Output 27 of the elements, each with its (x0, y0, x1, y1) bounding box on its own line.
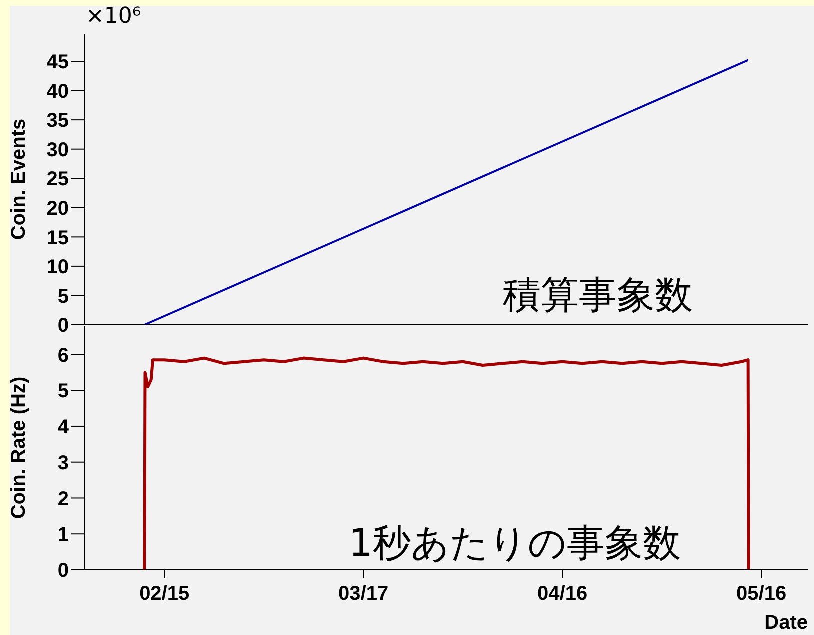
annotation: 積算事象数 (503, 272, 693, 319)
x-axis-title: Date (764, 612, 808, 634)
y-tick-label: 2 (58, 488, 69, 510)
y-tick-label: 3 (58, 452, 69, 474)
y-tick-label: 15 (46, 227, 69, 250)
y-axis-title: Coin. Events (8, 118, 30, 240)
y-tick-label: 30 (46, 139, 69, 162)
annotation: 1秒あたりの事象数 (348, 520, 682, 567)
text: ×10⁶ (86, 4, 142, 29)
x-tick-label: 05/16 (736, 583, 787, 606)
y-tick-label: 5 (58, 380, 69, 403)
y-tick-label: 4 (58, 416, 70, 439)
x-tick-label: 04/16 (538, 583, 588, 606)
y-tick-label: 45 (46, 52, 69, 74)
y-tick-label: 25 (46, 168, 69, 191)
y-tick-label: 40 (46, 80, 69, 103)
y-tick-label: 35 (46, 110, 69, 132)
y-tick-label: 0 (58, 560, 69, 582)
y-tick-label: 10 (46, 256, 69, 279)
y-tick-label: 20 (46, 198, 69, 220)
y-tick-label: 1 (58, 524, 69, 546)
y-tick-label: 6 (58, 344, 69, 367)
y-axis-title: Coin. Rate (Hz) (8, 376, 30, 520)
x-tick-label: 03/17 (338, 583, 389, 606)
x-tick-label: 02/15 (140, 583, 190, 606)
y-tick-label: 5 (58, 286, 69, 308)
y-tick-label: 0 (58, 315, 69, 338)
